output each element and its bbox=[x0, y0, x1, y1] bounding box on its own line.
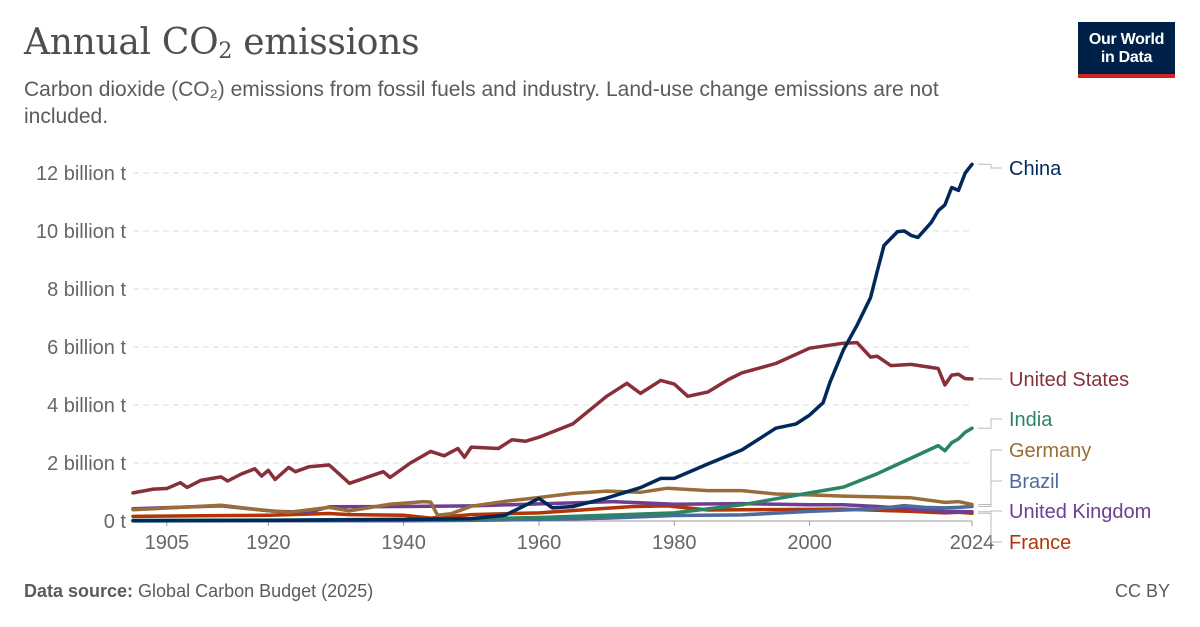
y-tick-label: 2 billion t bbox=[47, 453, 126, 475]
chart-subtitle: Carbon dioxide (CO₂) emissions from foss… bbox=[24, 78, 939, 128]
series-line-france[interactable] bbox=[131, 504, 974, 520]
series-end-labels: China United States India Germany Brazil Unit… bbox=[978, 158, 1151, 554]
y-tick-label: 10 billion t bbox=[36, 221, 127, 243]
y-tick-label: 12 billion t bbox=[36, 163, 127, 185]
series-label-india[interactable]: India bbox=[1009, 409, 1053, 431]
x-tick-label: 1980 bbox=[652, 532, 697, 554]
label-connector bbox=[978, 163, 1002, 169]
label-connector bbox=[978, 449, 1002, 505]
series-label-germany[interactable]: Germany bbox=[1009, 440, 1091, 462]
y-axis: 0 t 2 billion t 4 billion t 6 billion t 8 bi… bbox=[36, 163, 127, 533]
y-tick-label: 6 billion t bbox=[47, 337, 126, 359]
series-label-france[interactable]: France bbox=[1009, 532, 1071, 554]
owid-logo[interactable]: Our World in Data bbox=[1078, 22, 1175, 78]
y-tick-label: 0 t bbox=[104, 511, 127, 533]
series-line-china[interactable] bbox=[131, 162, 974, 523]
label-connector bbox=[978, 512, 1002, 543]
label-connector bbox=[978, 480, 1002, 507]
logo-line-1: Our World bbox=[1088, 31, 1165, 48]
y-tick-label: 4 billion t bbox=[47, 395, 126, 417]
series-label-china[interactable]: China bbox=[1009, 158, 1062, 180]
series-label-brazil[interactable]: Brazil bbox=[1009, 471, 1059, 493]
data-source: Data source: Global Carbon Budget (2025) bbox=[24, 581, 374, 601]
line-chart: 0 t 2 billion t 4 billion t 6 billion t 8 bi… bbox=[36, 158, 1151, 554]
x-tick-label: 1940 bbox=[381, 532, 426, 554]
series-line-united-states[interactable] bbox=[131, 340, 974, 495]
y-tick-label: 8 billion t bbox=[47, 279, 126, 301]
label-connector bbox=[978, 510, 1002, 513]
x-tick-label: 2000 bbox=[787, 532, 832, 554]
x-tick-label: 1905 bbox=[145, 532, 190, 554]
chart-title: Annual CO2 emissions bbox=[24, 22, 420, 64]
series-label-united-kingdom[interactable]: United Kingdom bbox=[1009, 501, 1151, 523]
license-link[interactable]: CC BY bbox=[1114, 581, 1170, 601]
series-line-germany[interactable] bbox=[131, 486, 974, 517]
logo-line-2: in Data bbox=[1100, 49, 1153, 66]
grid-lines bbox=[133, 172, 972, 464]
x-tick-label: 1920 bbox=[246, 532, 291, 554]
x-tick-label: 2024 bbox=[950, 532, 995, 554]
label-connector bbox=[978, 418, 1002, 429]
x-axis: 1905 1920 1940 1960 1980 2000 2024 bbox=[133, 520, 995, 554]
x-tick-label: 1960 bbox=[517, 532, 562, 554]
series-label-united-states[interactable]: United States bbox=[1009, 369, 1129, 391]
series-lines bbox=[131, 162, 974, 523]
